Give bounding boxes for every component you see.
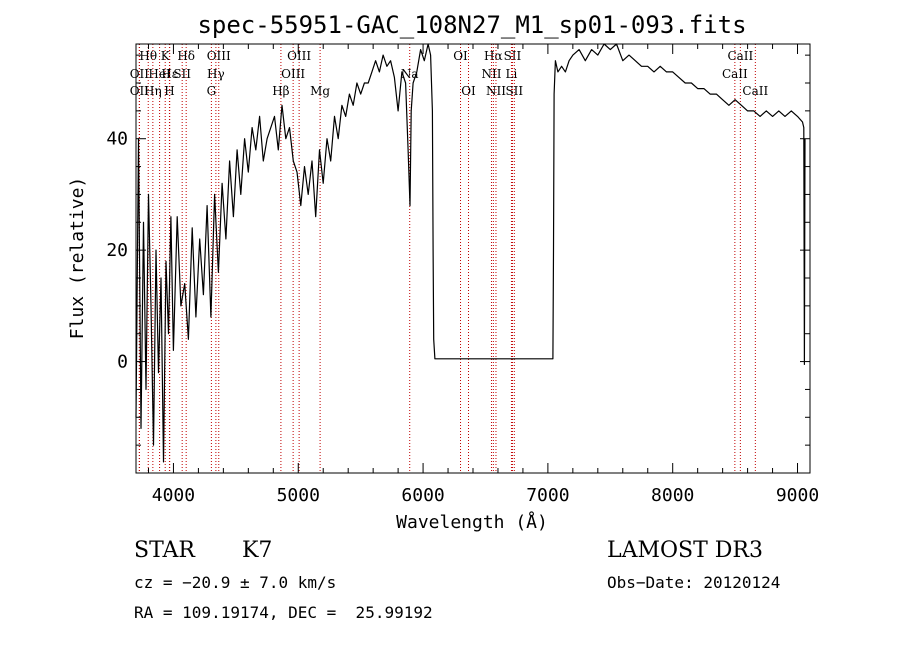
plot-frame: [135, 43, 811, 474]
line-marker-label: Hγ: [207, 67, 225, 81]
line-marker-label: H: [164, 84, 174, 98]
line-marker-label: NII: [486, 84, 506, 98]
line-marker-label: SII: [173, 67, 191, 81]
line-marker-label: CaII: [742, 84, 768, 98]
line-marker-label: Li: [506, 67, 518, 81]
x-tick-label: 7000: [526, 485, 569, 506]
line-marker-label: Hθ: [139, 49, 157, 63]
chart-title: spec-55951-GAC_108N27_M1_sp01-093.fits: [197, 11, 746, 39]
object-class: STAR: [134, 538, 195, 563]
coordinates: RA = 109.19174, DEC = 25.99192: [134, 603, 433, 622]
tick-layer: 4000 5000 6000 7000 8000 9000 0 20 40: [106, 44, 819, 506]
line-marker-label: OI: [453, 49, 468, 63]
line-marker-label: CaII: [727, 49, 753, 63]
line-marker-label: NII: [481, 67, 501, 81]
x-tick-label: 9000: [776, 485, 819, 506]
line-marker-label: K: [161, 49, 171, 63]
x-axis-label: Wavelength (Å): [396, 511, 548, 533]
line-marker-label: Hβ: [272, 84, 289, 98]
line-marker-label: OIII: [287, 49, 311, 63]
line-marker-label: OIII: [207, 49, 231, 63]
y-axis-label: Flux (relative): [67, 177, 88, 340]
survey-name: LAMOST DR3: [607, 538, 763, 563]
y-tick-label: 20: [106, 240, 128, 261]
x-tick-label: 5000: [277, 485, 320, 506]
spectrum-line: [135, 43, 806, 463]
line-marker-label: OIII: [281, 67, 305, 81]
y-tick-label: 40: [106, 129, 128, 150]
line-marker-label: Mg: [310, 84, 330, 98]
line-marker-label: G: [207, 84, 217, 98]
line-marker-label: Hη: [144, 84, 162, 98]
x-tick-label: 8000: [651, 485, 694, 506]
line-marker-label: SII: [504, 49, 522, 63]
line-marker-label: CaII: [722, 67, 748, 81]
x-tick-label: 6000: [401, 485, 444, 506]
y-tick-label: 0: [117, 352, 128, 373]
spectrum-layer: [135, 43, 806, 463]
line-marker-label: Hα: [484, 49, 503, 63]
line-marker-label: Hδ: [177, 49, 195, 63]
object-subclass: K7: [242, 538, 273, 563]
line-marker-label: HeI: [148, 67, 171, 81]
obs-date: Obs−Date: 20120124: [607, 573, 781, 592]
x-tick-label: 4000: [152, 485, 195, 506]
cz-value: cz = −20.9 ± 7.0 km/s: [134, 573, 337, 592]
line-marker-label: OII: [130, 84, 150, 98]
line-marker-label: SII: [505, 84, 523, 98]
line-marker-label: Na: [401, 67, 419, 81]
line-marker-label: OI: [461, 84, 476, 98]
